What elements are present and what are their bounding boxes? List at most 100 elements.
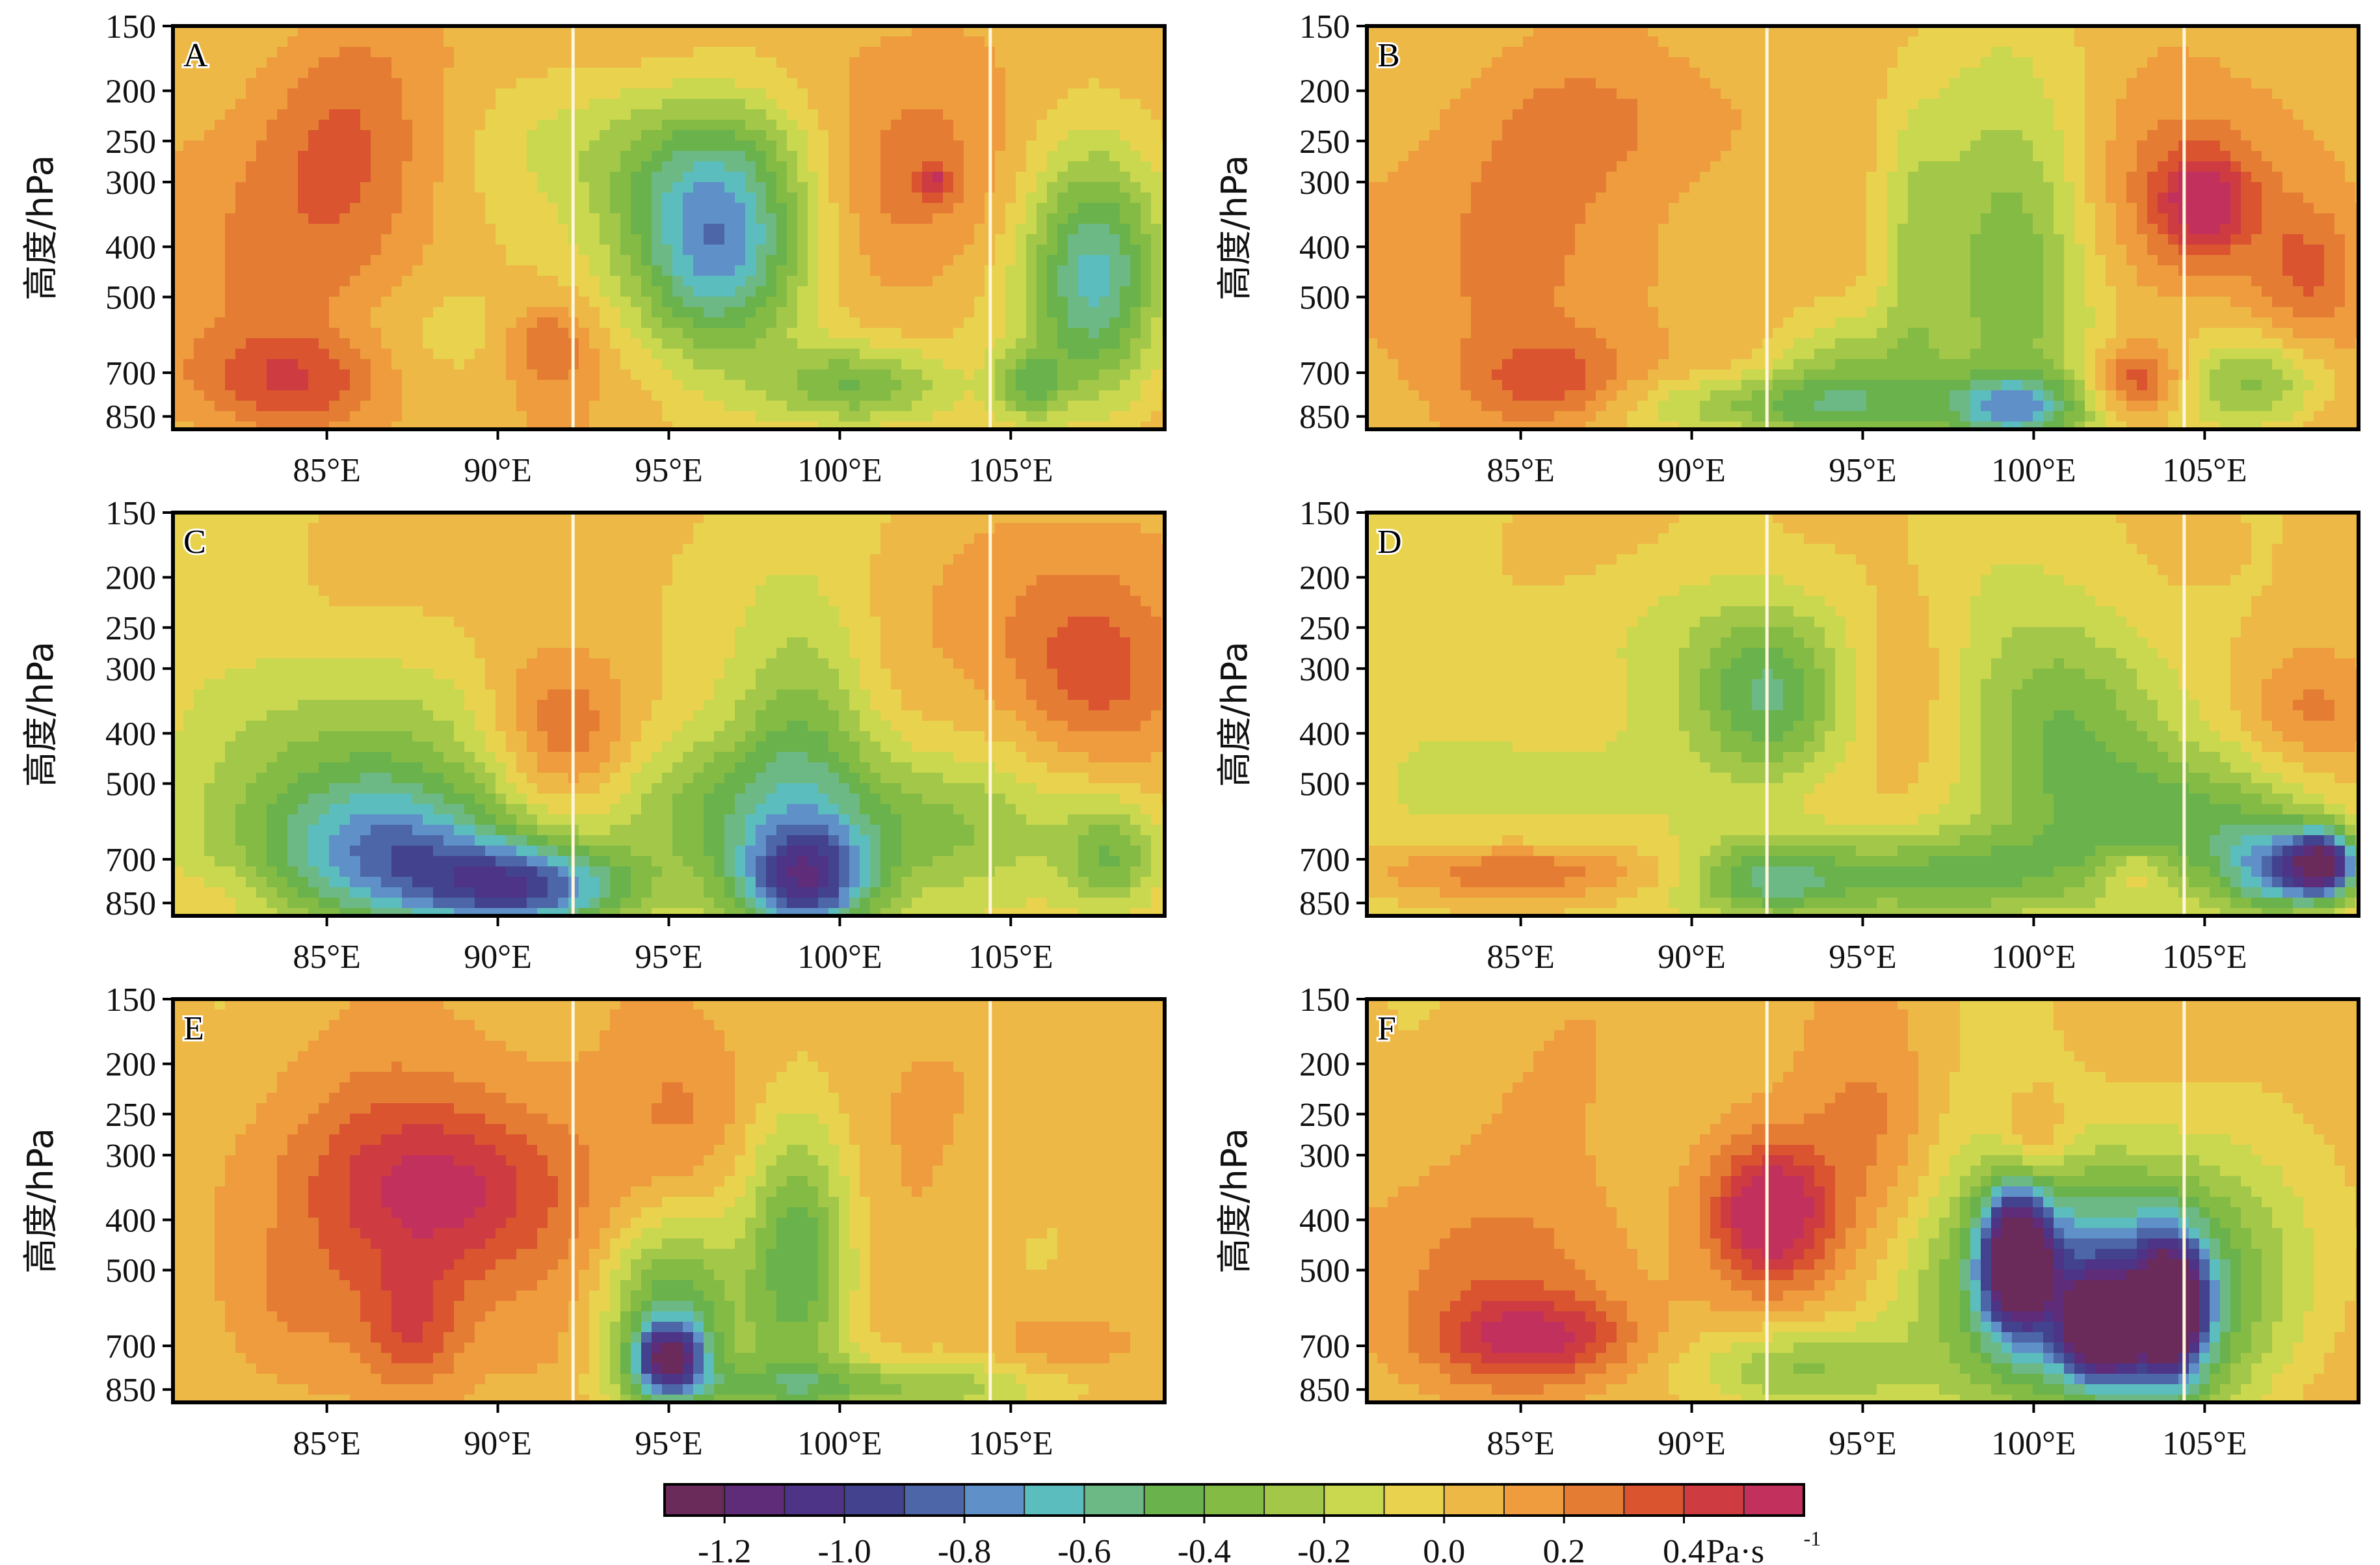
y-tick-label: 850 xyxy=(105,885,156,922)
y-tick-label: 150 xyxy=(1299,8,1350,46)
colorbar-tick-label: 0.0 xyxy=(1423,1533,1465,1565)
x-tick-label: 85°E xyxy=(293,452,361,489)
panel-E: E 150 200 250 300 400 500 700 850 85°E 90°E 95°E 100… xyxy=(20,982,1167,1462)
y-tick-label: 700 xyxy=(105,1328,156,1365)
y-tick-label: 150 xyxy=(105,495,156,532)
colorbar-tick-label: -0.6 xyxy=(1057,1533,1111,1565)
y-tick-label: 150 xyxy=(1299,982,1350,1019)
y-tick-label: 700 xyxy=(105,842,156,879)
x-tick-label: 105°E xyxy=(968,452,1053,489)
contour-field xyxy=(1367,999,2359,1402)
y-tick-label: 700 xyxy=(1299,842,1350,879)
contour-field xyxy=(173,513,1165,916)
y-tick-label: 150 xyxy=(105,8,156,46)
contour-field xyxy=(173,26,1165,429)
colorbar-segment xyxy=(964,1484,1025,1516)
colorbar-segment xyxy=(1564,1484,1624,1516)
colorbar-segment xyxy=(1024,1484,1085,1516)
panel-label: D xyxy=(1377,524,1402,561)
colorbar-segment xyxy=(1384,1484,1445,1516)
colorbar-tick-label: 0.4 xyxy=(1663,1533,1705,1565)
colorbar-segment xyxy=(1084,1484,1145,1516)
y-tick-label: 250 xyxy=(1299,1097,1350,1134)
panel-label: E xyxy=(183,1010,204,1047)
x-tick-label: 100°E xyxy=(797,939,882,976)
x-tick-label: 85°E xyxy=(293,1425,361,1462)
x-tick-label: 105°E xyxy=(968,939,1053,976)
y-tick-label: 400 xyxy=(105,716,156,753)
y-tick-label: 500 xyxy=(105,280,156,317)
colorbar-segment xyxy=(1204,1484,1265,1516)
y-axis-label: 高度/hPa xyxy=(1214,155,1255,301)
panel-C: C 150 200 250 300 400 500 700 850 85°E 90°E 95°E 100… xyxy=(20,495,1167,976)
colorbar-segment xyxy=(665,1484,725,1516)
colorbar-unit: Pa·s xyxy=(1706,1533,1765,1565)
x-tick-label: 95°E xyxy=(635,939,703,976)
y-tick-label: 400 xyxy=(1299,1202,1350,1239)
y-tick-label: 250 xyxy=(1299,124,1350,161)
colorbar-tick-label: -1.2 xyxy=(698,1533,751,1565)
y-tick-label: 400 xyxy=(1299,716,1350,753)
y-tick-label: 700 xyxy=(1299,355,1350,392)
y-tick-label: 500 xyxy=(105,1253,156,1290)
colorbar-segment xyxy=(1503,1484,1565,1516)
colorbar-segment xyxy=(784,1484,845,1516)
x-tick-label: 90°E xyxy=(464,939,532,976)
y-tick-label: 250 xyxy=(105,610,156,647)
x-tick-label: 95°E xyxy=(1829,939,1897,976)
colorbar: -1.2 -1.0 -0.8 -0.6 -0.4 -0.2 0.0 0.2 0.4 Pa·s -1 xyxy=(663,1483,1821,1565)
colorbar-segment xyxy=(1324,1484,1385,1516)
y-tick-label: 850 xyxy=(105,399,156,436)
x-tick-label: 90°E xyxy=(464,452,532,489)
colorbar-tick-label: -1.0 xyxy=(817,1533,871,1565)
y-tick-label: 300 xyxy=(105,1138,156,1175)
panel-label: F xyxy=(1377,1010,1396,1047)
y-tick-label: 200 xyxy=(1299,560,1350,597)
y-tick-label: 200 xyxy=(105,74,156,111)
y-tick-label: 300 xyxy=(1299,1138,1350,1175)
colorbar-segment xyxy=(844,1484,905,1516)
y-tick-label: 400 xyxy=(1299,229,1350,266)
y-axis-label: 高度/hPa xyxy=(1214,1128,1255,1274)
y-tick-label: 150 xyxy=(105,982,156,1019)
y-tick-label: 500 xyxy=(1299,280,1350,317)
y-tick-label: 850 xyxy=(105,1372,156,1409)
x-tick-label: 105°E xyxy=(2162,452,2247,489)
x-tick-label: 95°E xyxy=(1829,452,1897,489)
panel-F: F 150 200 250 300 400 500 700 850 85°E 90°E 95°E 100… xyxy=(1214,982,2360,1462)
y-tick-label: 200 xyxy=(1299,74,1350,111)
x-tick-label: 90°E xyxy=(1658,1425,1726,1462)
contour-field xyxy=(1367,513,2359,916)
y-tick-label: 300 xyxy=(1299,651,1350,688)
colorbar-segment xyxy=(1264,1484,1325,1516)
y-tick-label: 200 xyxy=(105,1047,156,1084)
x-tick-label: 100°E xyxy=(1991,1425,2076,1462)
panel-label: B xyxy=(1377,37,1400,74)
colorbar-segment xyxy=(1624,1484,1685,1516)
panel-A: A 150 200 250 300 400 500 700 850 85°E 90°E 95°E 100… xyxy=(20,8,1167,489)
x-tick-label: 100°E xyxy=(797,1425,882,1462)
y-tick-label: 300 xyxy=(105,651,156,688)
contour-field xyxy=(173,999,1165,1402)
y-tick-label: 850 xyxy=(1299,399,1350,436)
y-tick-label: 150 xyxy=(1299,495,1350,532)
y-axis-label: 高度/hPa xyxy=(20,155,61,301)
colorbar-tick-label: 0.2 xyxy=(1543,1533,1585,1565)
x-tick-label: 100°E xyxy=(797,452,882,489)
y-tick-label: 850 xyxy=(1299,1372,1350,1409)
y-tick-label: 300 xyxy=(1299,165,1350,202)
panel-B: B 150 200 250 300 400 500 700 850 85°E 90°E 95°E 100… xyxy=(1214,8,2360,489)
y-tick-label: 500 xyxy=(105,766,156,803)
x-tick-label: 85°E xyxy=(1487,452,1555,489)
x-tick-label: 100°E xyxy=(1991,939,2076,976)
y-tick-label: 250 xyxy=(105,1097,156,1134)
x-tick-label: 90°E xyxy=(464,1425,532,1462)
y-axis-label: 高度/hPa xyxy=(20,1128,61,1274)
y-tick-label: 700 xyxy=(105,355,156,392)
x-tick-label: 95°E xyxy=(1829,1425,1897,1462)
x-tick-label: 90°E xyxy=(1658,939,1726,976)
x-tick-label: 95°E xyxy=(635,452,703,489)
x-tick-label: 85°E xyxy=(1487,1425,1555,1462)
x-tick-label: 85°E xyxy=(1487,939,1555,976)
